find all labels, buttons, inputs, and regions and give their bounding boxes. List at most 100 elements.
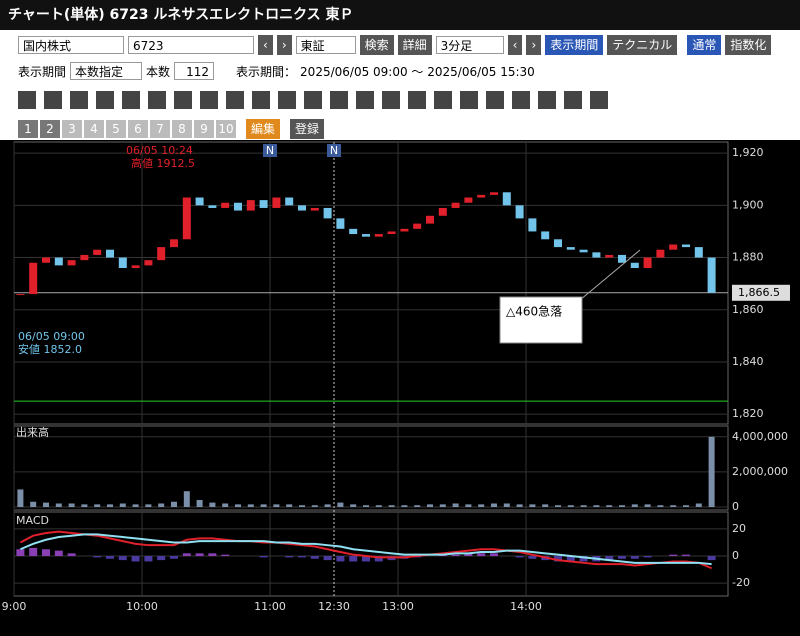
macd-histogram <box>170 556 178 559</box>
signal-line <box>20 533 712 566</box>
callout: △460急落 <box>506 304 562 319</box>
volume-bar <box>196 499 203 507</box>
macd-histogram <box>374 556 383 562</box>
x-tick-label: 11:00 <box>254 600 286 613</box>
page-button[interactable]: 6 <box>128 120 148 138</box>
panel-title: 出来高 <box>16 425 49 439</box>
y-tick-label: 0 <box>732 500 739 513</box>
drawing-tools <box>18 91 612 109</box>
y-tick-label: 4,000,000 <box>732 430 788 443</box>
volume-bar <box>619 505 625 507</box>
callout-pointer <box>579 249 641 301</box>
page-button[interactable]: 8 <box>172 120 192 138</box>
edit-button[interactable]: 編集 <box>246 119 281 139</box>
x-tick-label: 9:00 <box>2 600 27 613</box>
normal-button[interactable]: 通常 <box>687 35 722 55</box>
volume-bar <box>401 505 408 507</box>
page-button[interactable]: 4 <box>84 120 104 138</box>
candle <box>221 202 230 208</box>
volume-bar <box>516 504 523 507</box>
page-button[interactable]: 3 <box>62 120 82 138</box>
next[interactable]: › <box>526 35 542 55</box>
macd-histogram <box>16 549 25 557</box>
candle <box>208 205 217 208</box>
volume-bar <box>465 504 472 507</box>
candle <box>246 200 255 211</box>
volume-bar <box>491 503 497 507</box>
macd-histogram <box>643 556 652 558</box>
volume-bar <box>43 502 49 507</box>
page-button[interactable]: 1 <box>18 120 38 138</box>
macd-histogram <box>579 556 588 562</box>
prev[interactable]: ‹ <box>258 35 273 55</box>
page-button[interactable]: 9 <box>194 120 214 138</box>
macd-line <box>19 530 712 570</box>
candle <box>669 244 678 250</box>
candle <box>182 197 191 240</box>
macd-histogram <box>298 556 306 558</box>
candle <box>400 228 409 232</box>
macd-histogram <box>554 556 562 562</box>
index-button[interactable]: 指数化 <box>725 35 772 55</box>
macd-histogram <box>54 550 63 557</box>
high-date: 06/05 10:24 <box>126 144 193 157</box>
code-input[interactable]: 6723 <box>128 36 254 54</box>
candle <box>234 202 242 211</box>
title-bar: チャート(単体) 6723 ルネサスエレクトロニクス 東Ｐ <box>0 0 800 30</box>
volume-bar <box>414 505 421 507</box>
prev[interactable]: ‹ <box>507 35 523 55</box>
volume-bar <box>68 503 75 507</box>
macd-histogram <box>490 553 498 557</box>
candle <box>618 254 626 263</box>
candle <box>528 218 537 232</box>
candle <box>336 218 345 229</box>
candle <box>515 205 524 219</box>
candle <box>285 197 294 206</box>
next[interactable]: › <box>276 35 292 55</box>
volume-bar <box>94 504 101 507</box>
y-tick-label: 1,900 <box>732 198 764 211</box>
candle <box>707 257 716 293</box>
macd-histogram <box>259 556 268 558</box>
search-button[interactable]: 検索 <box>359 35 394 55</box>
page-button[interactable]: 10 <box>216 120 236 138</box>
candle <box>170 239 178 248</box>
macd-histogram <box>118 556 127 561</box>
market-select[interactable]: 国内株式 <box>18 36 124 54</box>
volume-bar <box>222 503 229 507</box>
macd-histogram <box>669 554 678 557</box>
candle <box>554 239 562 248</box>
volume-bar <box>260 504 267 507</box>
macd-histogram <box>29 547 38 557</box>
volume-bar <box>478 504 485 507</box>
x-tick-label: 13:00 <box>382 600 414 613</box>
volume-bar <box>708 436 715 507</box>
volume-bar <box>145 504 152 507</box>
count-input[interactable]: 112 <box>174 62 215 80</box>
page-button[interactable]: 7 <box>150 120 170 138</box>
technical-button[interactable]: テクニカル <box>607 35 678 55</box>
low-date: 06/05 09:00 <box>18 330 85 343</box>
mode-select[interactable]: 本数指定 <box>70 62 143 80</box>
x-tick-label: 12:30 <box>318 600 350 613</box>
candle <box>259 200 268 208</box>
candle <box>464 197 473 203</box>
detail-button[interactable]: 詳細 <box>397 35 432 55</box>
exchange-select[interactable]: 東証 <box>295 36 356 54</box>
chart: 1,820 1,840 1,860 1,880 1,900 1,920 0 2,000,000… <box>0 140 800 636</box>
volume-bar <box>324 504 331 507</box>
candle <box>566 247 575 250</box>
candle <box>29 262 38 295</box>
candle <box>310 207 319 211</box>
page-button[interactable]: 2 <box>40 120 60 138</box>
volume-bar <box>107 504 113 507</box>
news-marker: N <box>266 144 274 157</box>
interval-select[interactable]: 3分足 <box>435 36 504 54</box>
period-button[interactable]: 表示期間 <box>545 35 604 55</box>
register-button[interactable]: 登録 <box>290 119 325 139</box>
macd-histogram <box>42 549 50 557</box>
candle <box>80 254 89 261</box>
macd-histogram <box>464 553 473 557</box>
macd-histogram <box>477 553 486 557</box>
page-button[interactable]: 5 <box>106 120 126 138</box>
